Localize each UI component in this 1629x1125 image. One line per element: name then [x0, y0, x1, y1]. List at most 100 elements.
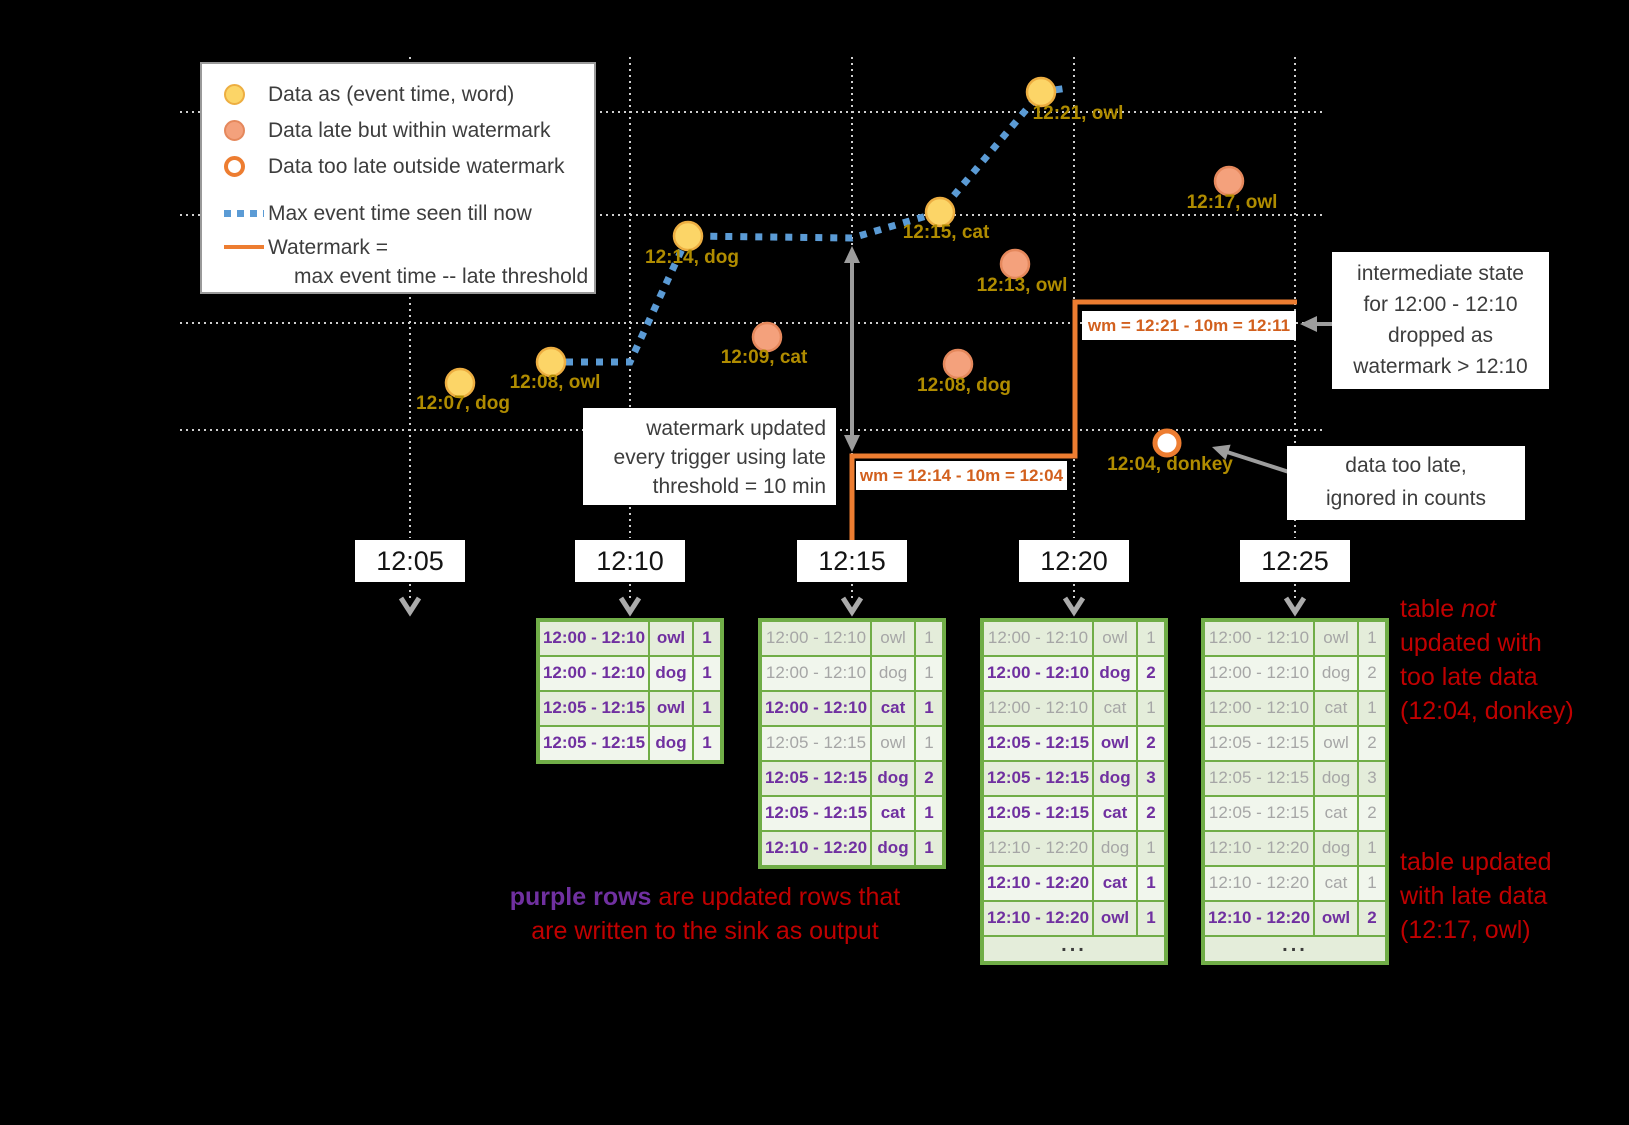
down-arrow-icon	[1062, 596, 1086, 617]
word-cell: owl	[649, 621, 693, 656]
window-cell: 12:05 - 12:15	[1204, 761, 1314, 796]
table-row: 12:10 - 12:20 dog 1	[983, 831, 1165, 866]
down-arrow-icon	[398, 596, 422, 617]
table-row: 12:00 - 12:10 dog 1	[761, 656, 943, 691]
table-row: 12:05 - 12:15 owl 2	[1204, 726, 1386, 761]
window-cell: 12:00 - 12:10	[1204, 621, 1314, 656]
callout-line: for 12:00 - 12:10	[1363, 293, 1518, 316]
annotation-line: too late data	[1400, 660, 1574, 694]
word-cell: cat	[1314, 866, 1358, 901]
word-cell: dog	[1093, 656, 1137, 691]
time-axis-label: 12:25	[1240, 540, 1350, 582]
legend-label: Data late but within watermark	[268, 118, 551, 142]
time-axis-label: 12:05	[355, 540, 465, 582]
table-row: 12:05 - 12:15 owl 1	[539, 691, 721, 726]
window-cell: 12:05 - 12:15	[1204, 796, 1314, 831]
data-point-label: 12:15, cat	[903, 222, 990, 243]
word-cell: dog	[1093, 831, 1137, 866]
count-cell: 1	[915, 656, 943, 691]
max-event-time-line	[551, 84, 1069, 366]
data-point-late	[999, 248, 1031, 280]
callout-watermark-trigger: watermark updated every trigger using la…	[583, 408, 836, 505]
watermark-line	[849, 299, 1297, 541]
table-row: 12:05 - 12:15 cat 2	[1204, 796, 1386, 831]
word-cell: owl	[1093, 901, 1137, 936]
annotation-line: with late data	[1400, 879, 1552, 913]
window-cell: 12:00 - 12:10	[983, 656, 1093, 691]
count-cell: 1	[1358, 621, 1386, 656]
legend-spacer	[224, 184, 594, 195]
table-row: 12:00 - 12:10 owl 1	[761, 621, 943, 656]
data-point-label: 12:09, cat	[721, 347, 808, 368]
window-cell: 12:00 - 12:10	[539, 621, 649, 656]
legend-label: Max event time seen till now	[268, 201, 532, 225]
text-segment: table	[1400, 595, 1462, 623]
window-cell: 12:10 - 12:20	[983, 901, 1093, 936]
table-row: 12:10 - 12:20 cat 1	[1204, 866, 1386, 901]
table-ellipsis-row: ...	[983, 935, 1165, 962]
window-cell: 12:05 - 12:15	[983, 796, 1093, 831]
data-point-too-late	[1152, 428, 1182, 458]
count-cell: 1	[1137, 901, 1165, 936]
word-cell: owl	[1314, 621, 1358, 656]
count-cell: 1	[1358, 866, 1386, 901]
word-cell: owl	[1093, 621, 1137, 656]
table-row: 12:10 - 12:20 owl 2	[1204, 901, 1386, 936]
count-cell: 2	[915, 761, 943, 796]
result-table: 12:00 - 12:10 owl 1 12:00 - 12:10 dog 1 12:05 …	[536, 618, 724, 764]
ontime-dot-icon	[224, 83, 268, 105]
callout-line: watermark updated	[646, 417, 826, 440]
down-arrowhead-icon	[844, 435, 860, 452]
word-cell: cat	[1314, 796, 1358, 831]
table-row: 12:05 - 12:15 dog 2	[761, 761, 943, 796]
table-updated-note: table updated with late data (12:17, owl)	[1400, 845, 1552, 947]
text-segment: (12:04, donkey)	[1400, 697, 1574, 725]
text-segment: not	[1461, 595, 1496, 623]
annotation-line: updated with	[1400, 626, 1574, 660]
window-cell: 12:00 - 12:10	[761, 656, 871, 691]
annotation-line: (12:17, owl)	[1400, 913, 1552, 947]
data-point-on-time	[672, 220, 704, 252]
window-cell: 12:05 - 12:15	[983, 761, 1093, 796]
callout-line: threshold = 10 min	[652, 475, 826, 498]
callout-line: ignored in counts	[1326, 487, 1486, 510]
callout-line: data too late,	[1345, 454, 1467, 477]
window-cell: 12:00 - 12:10	[761, 621, 871, 656]
legend-label-line2: max event time -- late threshold	[294, 265, 589, 288]
count-cell: 1	[915, 831, 943, 866]
table-row: 12:00 - 12:10 dog 2	[983, 656, 1165, 691]
window-cell: 12:00 - 12:10	[1204, 691, 1314, 726]
count-cell: 3	[1358, 761, 1386, 796]
window-cell: 12:10 - 12:20	[983, 831, 1093, 866]
word-cell: dog	[871, 656, 915, 691]
data-point-label: 12:04, donkey	[1107, 454, 1233, 475]
data-point-late	[751, 321, 783, 353]
word-cell: cat	[1093, 691, 1137, 726]
count-cell: 2	[1137, 796, 1165, 831]
count-cell: 3	[1137, 761, 1165, 796]
toolate-dot-icon	[224, 155, 268, 177]
legend-label: Data as (event time, word)	[268, 82, 515, 106]
window-cell: 12:10 - 12:20	[983, 866, 1093, 901]
table-row: 12:05 - 12:15 owl 1	[761, 726, 943, 761]
table-row: 12:05 - 12:15 dog 1	[539, 726, 721, 761]
annotation-line: table updated	[1400, 845, 1552, 879]
text-segment: are written to the sink as output	[531, 917, 879, 945]
watermark-line-icon	[224, 233, 268, 249]
count-cell: 1	[1137, 691, 1165, 726]
text-segment: table updated	[1400, 848, 1552, 876]
word-cell: cat	[1093, 796, 1137, 831]
data-point-label: 12:13, owl	[977, 275, 1068, 296]
window-cell: 12:10 - 12:20	[1204, 866, 1314, 901]
callout-data-too-late: data too late, ignored in counts	[1287, 446, 1525, 520]
word-cell: cat	[1314, 691, 1358, 726]
count-cell: 1	[915, 796, 943, 831]
left-arrowhead-icon	[1212, 444, 1231, 460]
result-table: 12:00 - 12:10 owl 1 12:00 - 12:10 dog 2 12:00 …	[980, 618, 1168, 965]
callout-line: every trigger using late	[613, 446, 826, 469]
window-cell: 12:05 - 12:15	[761, 796, 871, 831]
count-cell: 2	[1358, 726, 1386, 761]
legend-item-toolate: Data too late outside watermark	[224, 148, 594, 184]
purple-rows-caption: purple rows are updated rows that are wri…	[470, 880, 940, 948]
table-row: 12:00 - 12:10 cat 1	[983, 691, 1165, 726]
